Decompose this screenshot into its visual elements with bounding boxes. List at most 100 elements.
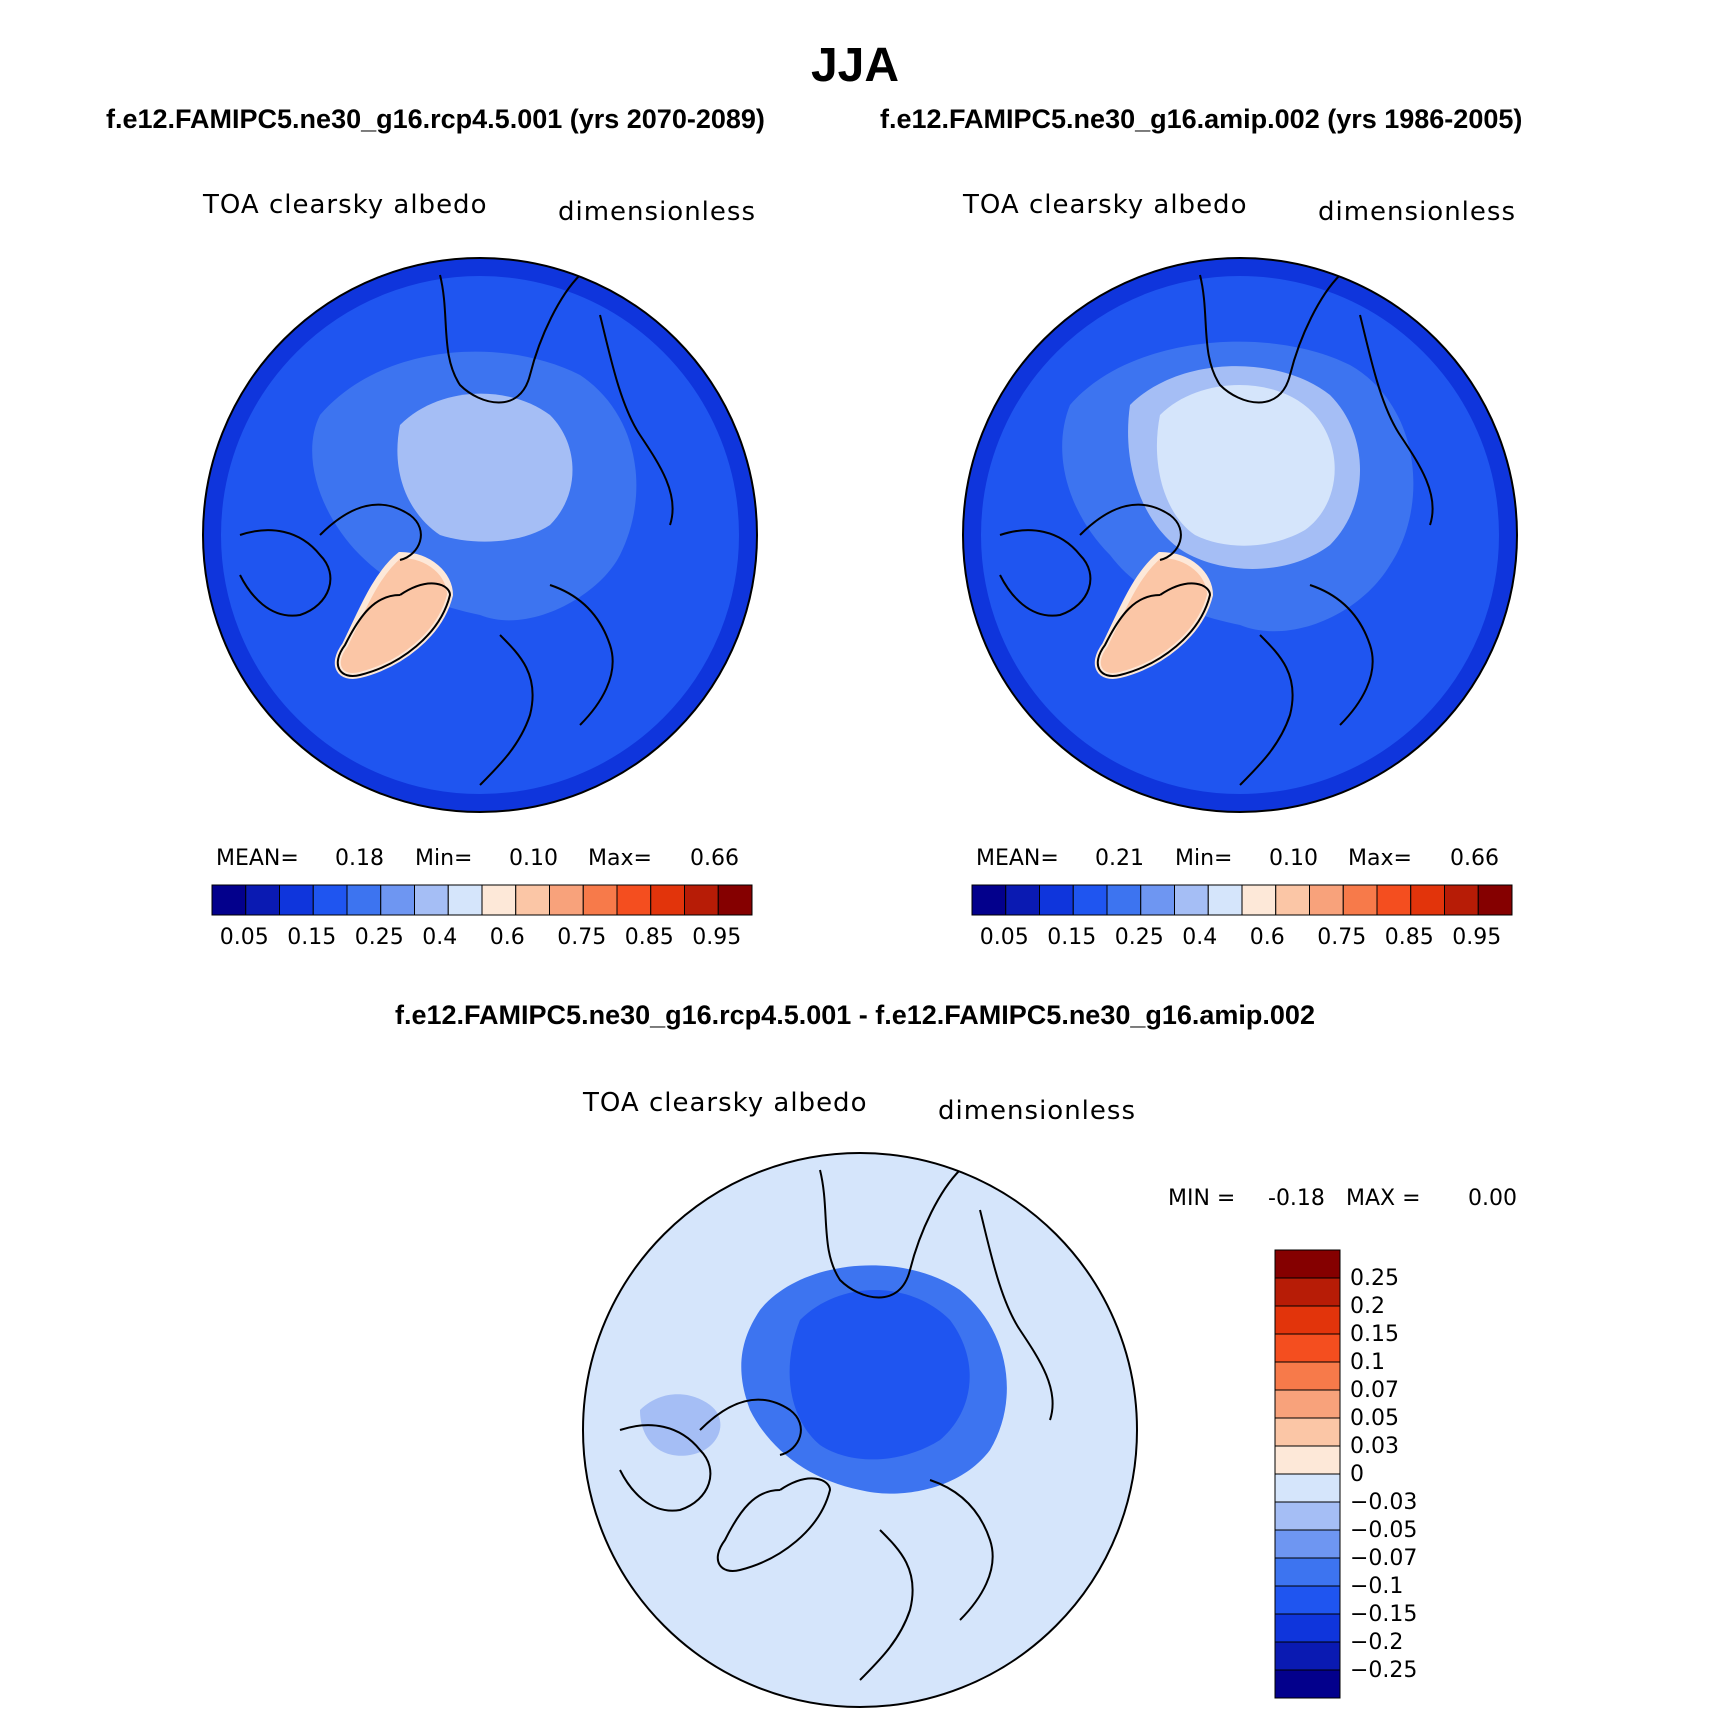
colorbar-swatch: [1207, 884, 1243, 916]
colorbar-swatch: [1274, 1557, 1341, 1587]
colorbar-swatch: [717, 884, 753, 916]
colorbar-tick-label: 0.25: [1350, 1266, 1399, 1291]
left-units-label: dimensionless: [558, 197, 756, 227]
left-polar-map: [202, 257, 758, 813]
figure-title: JJA: [810, 39, 900, 92]
colorbar-swatch: [1274, 1669, 1341, 1699]
diff-title: f.e12.FAMIPC5.ne30_g16.rcp4.5.001 - f.e1…: [395, 1000, 1315, 1030]
diff-max-label: MAX =: [1346, 1186, 1421, 1211]
colorbar-tick-label: 0.95: [692, 925, 742, 950]
colorbar-swatch: [1274, 1333, 1341, 1363]
colorbar-swatch: [279, 884, 314, 916]
colorbar-tick-label: 0.85: [1384, 925, 1434, 950]
right-max-value: 0.66: [1450, 846, 1499, 871]
colorbar-tick-label: 0.25: [354, 925, 404, 950]
colorbar-swatch: [1005, 884, 1040, 916]
colorbar-tick-label: −0.2: [1350, 1630, 1404, 1655]
colorbar-tick-label: 0.4: [1182, 925, 1218, 950]
left-max-label: Max=: [588, 846, 652, 871]
right-mean-label: MEAN=: [976, 846, 1059, 871]
colorbar-swatch: [1410, 884, 1445, 916]
colorbar-swatch: [1274, 1389, 1341, 1419]
colorbar-tick-label: 0.05: [979, 925, 1029, 950]
colorbar-tick-label: 0.15: [1350, 1322, 1399, 1347]
colorbar-tick-label: 0.2: [1350, 1294, 1385, 1319]
right-max-label: Max=: [1348, 846, 1412, 871]
colorbar-swatch: [1274, 1613, 1341, 1643]
colorbar-tick-label: 0.6: [1249, 925, 1285, 950]
colorbar-swatch: [1274, 1249, 1341, 1279]
right-min-value: 0.10: [1269, 846, 1318, 871]
colorbar-swatch: [211, 884, 247, 916]
colorbar-swatch: [346, 884, 382, 916]
colorbar-swatch: [1274, 1445, 1341, 1475]
right-min-label: Min=: [1175, 846, 1233, 871]
colorbar-swatch: [245, 884, 280, 916]
diff-units-label: dimensionless: [938, 1096, 1136, 1126]
colorbar-tick-label: 0.07: [1350, 1378, 1399, 1403]
colorbar-swatch: [1274, 1473, 1341, 1503]
diff-core-field: [789, 1290, 970, 1460]
diff-colorbar-ticks: 0.25 0.2 0.15 0.1 0.07 0.05 0.03 0 −0.03 −0.05 −0.…: [1350, 1250, 1470, 1698]
colorbar-swatch: [971, 884, 1007, 916]
right-outer-ring: [963, 258, 1517, 812]
left-colorbar-ticks: 0.05 0.15 0.25 0.4 0.6 0.75 0.85 0.95: [212, 925, 752, 955]
colorbar-swatch: [1072, 884, 1108, 916]
colorbar-tick-label: −0.1: [1350, 1574, 1404, 1599]
colorbar-swatch: [1274, 1641, 1341, 1671]
colorbar-swatch: [1039, 884, 1074, 916]
right-colorbar-ticks: 0.05 0.15 0.25 0.4 0.6 0.75 0.85 0.95: [972, 925, 1512, 955]
colorbar-tick-label: 0.75: [557, 925, 607, 950]
colorbar-swatch: [414, 884, 449, 916]
colorbar-swatch: [1274, 1361, 1341, 1391]
diff-max-value: 0.00: [1468, 1186, 1517, 1211]
colorbar-tick-label: 0.15: [1047, 925, 1097, 950]
diff-light-patch: [640, 1394, 721, 1456]
colorbar-swatch: [616, 884, 652, 916]
left-outer-ring: [203, 258, 757, 812]
colorbar-tick-label: 0.15: [287, 925, 337, 950]
colorbar-tick-label: 0.4: [422, 925, 458, 950]
colorbar-swatch: [515, 884, 550, 916]
diff-colorbar: [1274, 1249, 1341, 1699]
colorbar-swatch: [1444, 884, 1479, 916]
left-colorbar: [211, 884, 753, 916]
diff-variable-label: TOA clearsky albedo: [583, 1088, 868, 1118]
left-min-label: Min=: [415, 846, 473, 871]
right-units-label: dimensionless: [1318, 197, 1516, 227]
colorbar-tick-label: 0.95: [1452, 925, 1502, 950]
colorbar-tick-label: 0.85: [624, 925, 674, 950]
colorbar-tick-label: −0.03: [1350, 1490, 1418, 1515]
colorbar-swatch: [549, 884, 584, 916]
colorbar-tick-label: 0.03: [1350, 1434, 1399, 1459]
colorbar-swatch: [481, 884, 517, 916]
left-variable-label: TOA clearsky albedo: [203, 190, 488, 220]
colorbar-swatch: [312, 884, 348, 916]
diff-min-label: MIN =: [1168, 1186, 1236, 1211]
case-right-title: f.e12.FAMIPC5.ne30_g16.amip.002 (yrs 198…: [880, 104, 1523, 134]
colorbar-swatch: [684, 884, 719, 916]
right-ice-top: [1156, 385, 1335, 546]
colorbar-swatch: [1274, 1585, 1341, 1615]
colorbar-swatch: [1274, 1417, 1341, 1447]
left-mean-label: MEAN=: [216, 846, 299, 871]
colorbar-tick-label: 0.75: [1317, 925, 1367, 950]
colorbar-swatch: [1309, 884, 1344, 916]
colorbar-swatch: [1477, 884, 1513, 916]
colorbar-tick-label: −0.25: [1350, 1658, 1418, 1683]
colorbar-swatch: [1106, 884, 1142, 916]
colorbar-swatch: [1274, 1501, 1341, 1531]
colorbar-swatch: [582, 884, 618, 916]
colorbar-tick-label: 0: [1350, 1462, 1364, 1487]
colorbar-swatch: [1274, 1529, 1341, 1559]
colorbar-swatch: [1274, 1305, 1341, 1335]
colorbar-swatch: [1241, 884, 1277, 916]
colorbar-swatch: [650, 884, 685, 916]
right-variable-label: TOA clearsky albedo: [963, 190, 1248, 220]
colorbar-tick-label: 0.6: [489, 925, 525, 950]
colorbar-swatch: [1274, 1277, 1341, 1307]
colorbar-swatch: [447, 884, 483, 916]
colorbar-swatch: [1342, 884, 1378, 916]
case-left-title: f.e12.FAMIPC5.ne30_g16.rcp4.5.001 (yrs 2…: [106, 104, 765, 134]
colorbar-swatch: [1174, 884, 1209, 916]
